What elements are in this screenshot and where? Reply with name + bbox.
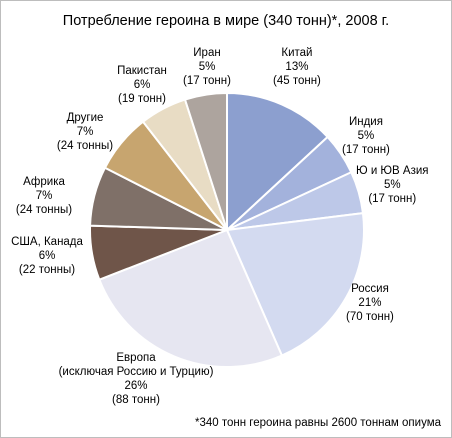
label-africa: Африка 7% (24 тонны) <box>15 176 73 216</box>
pie-slice-3 <box>226 212 365 357</box>
footnote: *340 тонн героина равны 2600 тоннам опиу… <box>195 417 441 429</box>
pie-slice-9 <box>184 92 228 231</box>
label-others: Другие 7% (24 тонны) <box>56 112 114 152</box>
label-china: Китай 13% (45 тонн) <box>273 47 321 87</box>
chart-title: Потребление героина в мире (340 тонн)*, … <box>62 13 390 29</box>
pie-slice-0 <box>226 92 329 231</box>
label-pakistan: Пакистан 6% (19 тонн) <box>117 65 167 105</box>
label-iran: Иран 5% (17 тонн) <box>183 47 231 87</box>
label-india: Индия 5% (17 тонн) <box>342 116 390 156</box>
label-usa-canada: США, Канада 6% (22 тонны) <box>11 236 83 276</box>
label-south-asia: Ю и ЮВ Азия 5% (17 тонн) <box>356 165 429 205</box>
pie-slice-4 <box>98 229 283 368</box>
label-europe: Европа (исключая Россию и Турцию) 26% (8… <box>58 352 214 406</box>
label-russia: Россия 21% (70 тонн) <box>346 283 394 323</box>
